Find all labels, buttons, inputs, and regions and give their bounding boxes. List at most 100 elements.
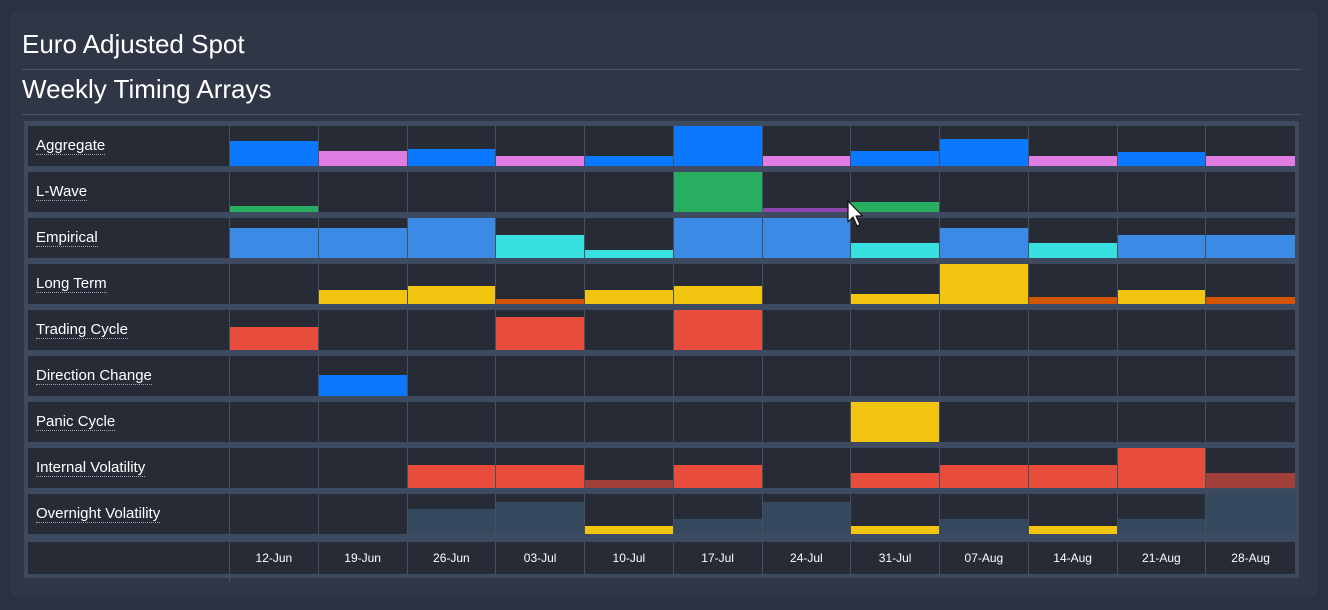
grid-cell — [763, 356, 852, 396]
row-label-empirical[interactable]: Empirical — [36, 229, 98, 247]
timing-bar — [585, 289, 673, 304]
row-label-cell: L-Wave — [28, 172, 230, 212]
timing-bar — [407, 148, 496, 166]
timing-bar — [673, 465, 762, 488]
timing-bar — [585, 155, 673, 166]
timing-bar — [762, 156, 851, 166]
grid-cell — [673, 172, 763, 212]
page-title: Euro Adjusted Spot — [22, 29, 245, 59]
grid-cell — [1118, 356, 1207, 396]
grid-cell — [230, 218, 319, 258]
date-tick-label: 21-Aug — [1118, 542, 1207, 574]
row-label-internal-volatility[interactable]: Internal Volatility — [36, 459, 146, 477]
timing-bar — [673, 126, 762, 166]
timing-bar — [673, 518, 762, 534]
timing-bar — [318, 289, 407, 304]
timing-bar — [762, 501, 851, 534]
grid-cell — [1117, 448, 1207, 488]
timing-bar — [851, 472, 939, 488]
timing-bar — [940, 465, 1028, 488]
row-label-l-wave[interactable]: L-Wave — [36, 183, 88, 201]
grid-cell — [674, 356, 763, 396]
grid-cell — [230, 402, 319, 442]
date-tick-label: 31-Jul — [851, 542, 940, 574]
grid-cell — [1117, 126, 1207, 166]
grid-cell — [1206, 310, 1295, 350]
grid-cell — [940, 126, 1029, 166]
grid-cell — [674, 402, 763, 442]
grid-cell — [762, 494, 852, 534]
grid-cell — [318, 126, 408, 166]
grid-cell — [1206, 356, 1295, 396]
grid-cell — [230, 356, 319, 396]
grid-cell — [496, 310, 585, 350]
row-label-cell: Panic Cycle — [28, 402, 230, 442]
timing-bar — [1028, 242, 1117, 258]
timing-bar — [318, 375, 407, 396]
date-tick-label: 26-Jun — [408, 542, 497, 574]
row-aggregate: Aggregate — [28, 126, 1295, 166]
grid-cell — [319, 448, 408, 488]
grid-cell — [1028, 126, 1118, 166]
row-label-overnight-volatility[interactable]: Overnight Volatility — [36, 505, 161, 523]
timing-bar — [230, 327, 318, 350]
row-label-long-term[interactable]: Long Term — [36, 275, 107, 293]
timing-bar — [230, 206, 318, 212]
row-direction-change: Direction Change — [28, 356, 1295, 396]
grid-cell — [585, 310, 674, 350]
grid-cell — [407, 126, 497, 166]
grid-cell — [496, 402, 585, 442]
grid-cell — [230, 448, 319, 488]
date-axis-ticks: 12-Jun 19-Jun 26-Jun 03-Jul 10-Jul 17-Jul 24-J… — [230, 542, 1295, 582]
row-label-cell: Overnight Volatility — [28, 494, 230, 534]
row-label-trading-cycle[interactable]: Trading Cycle — [36, 321, 128, 339]
grid-cell — [496, 126, 585, 166]
row-label-direction-change[interactable]: Direction Change — [36, 367, 152, 385]
timing-bar — [762, 218, 851, 258]
timing-bar — [940, 518, 1028, 534]
grid-cell — [851, 264, 940, 304]
timing-bar — [1117, 448, 1206, 488]
grid-cell — [940, 494, 1029, 534]
row-overnight-volatility: Overnight Volatility — [28, 494, 1295, 534]
mouse-cursor-icon — [847, 200, 863, 227]
timing-bar — [1028, 297, 1117, 304]
grid-cell — [230, 310, 319, 350]
grid-cell — [496, 494, 585, 534]
grid-cell — [851, 448, 940, 488]
timing-bar — [1206, 472, 1295, 488]
grid-cell — [585, 126, 674, 166]
timing-bar — [1028, 465, 1117, 488]
grid-cell — [940, 218, 1029, 258]
timing-bar — [940, 264, 1028, 304]
timing-bar — [1117, 151, 1206, 166]
grid-cell — [1206, 218, 1295, 258]
timing-bar — [407, 465, 496, 488]
row-label-cell: Empirical — [28, 218, 230, 258]
timing-bar — [407, 286, 496, 304]
row-label-cell: Aggregate — [28, 126, 230, 166]
date-tick-label: 12-Jun — [230, 542, 319, 574]
grid-cell — [673, 218, 763, 258]
grid-cell — [585, 172, 674, 212]
grid-cell — [1206, 264, 1295, 304]
grid-cell — [763, 402, 852, 442]
row-label-aggregate[interactable]: Aggregate — [36, 137, 106, 155]
row-cells — [230, 448, 1295, 488]
timing-bar — [1206, 235, 1295, 258]
grid-cell — [407, 264, 497, 304]
grid-cell — [407, 448, 497, 488]
timing-bar — [851, 202, 939, 212]
timing-array-grid: Aggregate L-Wave Empirical Long Term Trading… — [24, 121, 1299, 582]
section-title: Weekly Timing Arrays — [22, 74, 272, 104]
grid-cell — [940, 310, 1029, 350]
row-cells — [230, 172, 1295, 212]
grid-cell — [1028, 218, 1118, 258]
grid-cell — [230, 172, 319, 212]
row-label-panic-cycle[interactable]: Panic Cycle — [36, 413, 116, 431]
timing-array-panel: Euro Adjusted Spot Weekly Timing Arrays … — [11, 11, 1317, 597]
date-tick-label: 19-Jun — [319, 542, 408, 574]
date-tick-label: 24-Jul — [763, 542, 852, 574]
grid-cell — [408, 172, 497, 212]
timing-bar — [496, 155, 584, 166]
